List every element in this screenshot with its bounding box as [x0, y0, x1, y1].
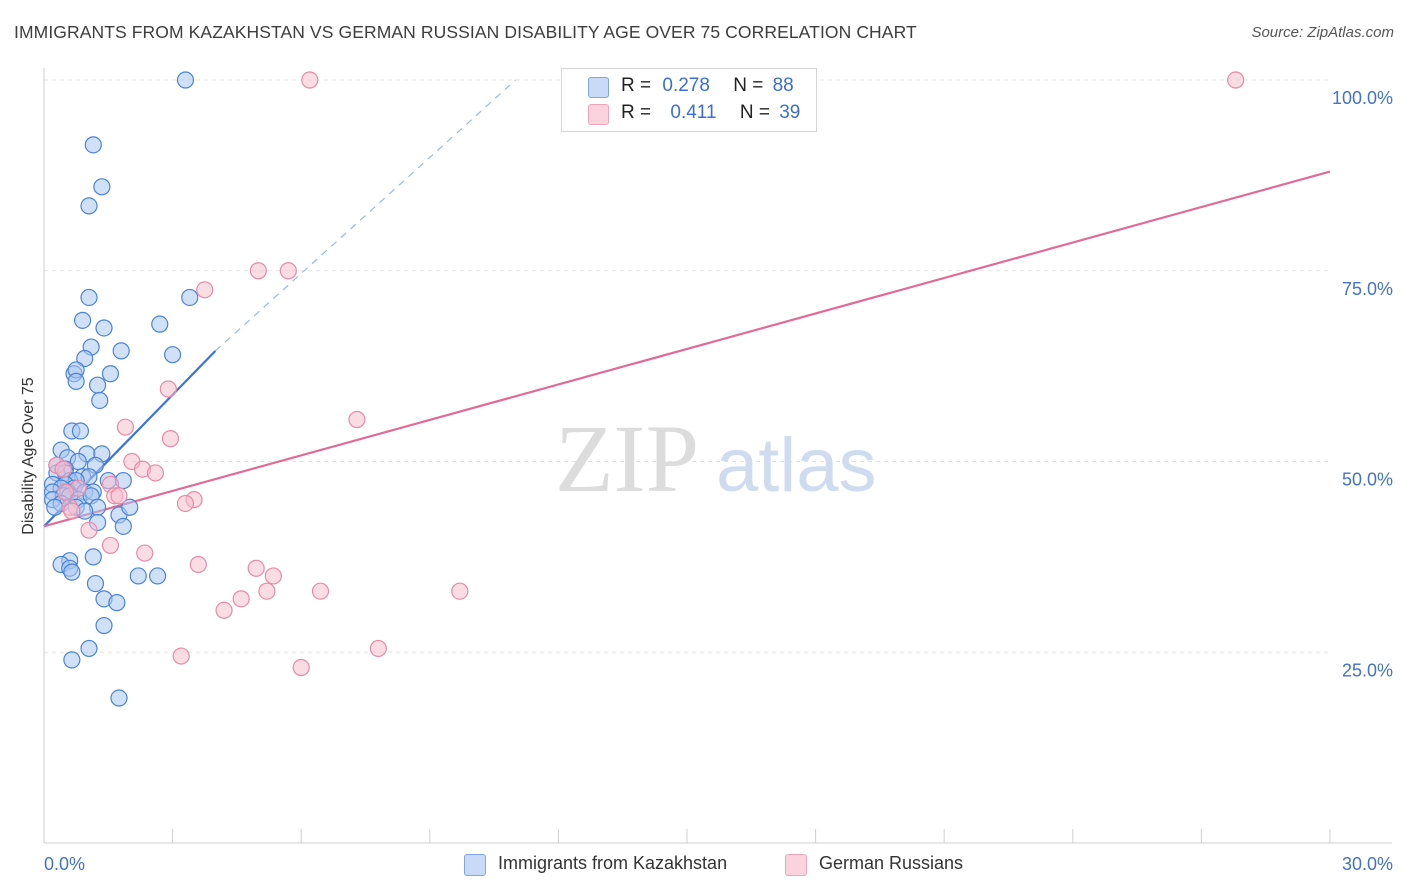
german-russian-point [189, 555, 207, 574]
german-russian-point [249, 262, 267, 280]
german-russian-point [159, 380, 177, 398]
kazakhstan-point [80, 197, 98, 215]
legend-r-value-1: 0.278 [662, 75, 710, 96]
german-russian-point [116, 418, 135, 436]
kazakhstan-point [63, 563, 81, 581]
german-russian-point [348, 410, 366, 429]
y-tick-label-75: 75.0% [1342, 279, 1393, 299]
german-russian-point [258, 582, 276, 600]
german-russian-point [451, 582, 469, 600]
kazakhstan-point [114, 517, 132, 535]
y-tick-label-100: 100.0% [1332, 88, 1393, 108]
german-russian-point [172, 647, 190, 665]
y-tick-label-50: 50.0% [1342, 470, 1393, 490]
kazakhstan-point [101, 365, 120, 383]
german-russian-point [56, 483, 75, 501]
german-russian-point [301, 71, 319, 89]
german-russian-point [311, 582, 330, 600]
kazakhstan-point [148, 567, 167, 585]
german-russian-point [264, 567, 282, 585]
german-russian-point [247, 559, 265, 577]
zipatlas-watermark: ZIP atlas [555, 405, 877, 512]
chart-title: IMMIGRANTS FROM KAZAKHSTAN VS GERMAN RUS… [14, 22, 917, 42]
german-russian-point [196, 281, 214, 299]
kazakhstan-point [84, 548, 102, 566]
kazakhstan-point [80, 639, 98, 658]
kazakhstan-point [181, 288, 199, 307]
kazakhstan-point [67, 372, 85, 390]
x-tick-label-min: 0.0% [44, 854, 85, 874]
watermark-atlas: atlas [716, 423, 877, 508]
legend-n-value-2: 39 [779, 102, 801, 123]
gridlines [44, 79, 1330, 653]
german-russian-point [369, 639, 387, 658]
source-credit: Source: ZipAtlas.com [1251, 24, 1394, 41]
german-russian-point [54, 460, 72, 478]
kazakhstan-point [108, 594, 126, 612]
kazakhstan-point [110, 689, 128, 707]
kazakhstan-point [46, 498, 64, 516]
kazakhstan-point [88, 376, 107, 394]
trend-line-german-russian [43, 170, 1331, 528]
legend-r-value-2: 0.411 [670, 102, 717, 123]
legend-n-label: N = [733, 75, 764, 96]
kazakhstan-point [86, 574, 105, 593]
german-russian-point [176, 494, 195, 513]
german-russian-point [136, 544, 154, 562]
legend-n-value-1: 88 [772, 75, 794, 96]
x-tick-label-max: 30.0% [1342, 854, 1393, 874]
y-axis-label: Disability Age Over 75 [20, 377, 37, 535]
german-russian-point [63, 502, 81, 520]
kazakhstan-point [73, 311, 92, 329]
y-tick-label-25: 25.0% [1342, 660, 1393, 680]
series-german-russian-points [48, 71, 1245, 677]
correlation-legend: R = 0.278 N = 88 R = 0.411 N = 39 [561, 68, 817, 132]
tick-labels: 25.0% 50.0% 75.0% 100.0% 0.0% 30.0% [44, 88, 1393, 874]
kazakhstan-point [164, 346, 182, 364]
kazakhstan-point [93, 178, 111, 196]
german-russian-point [161, 430, 180, 448]
kazakhstan-point [80, 288, 98, 307]
kazakhstan-point [129, 567, 147, 585]
kazakhstan-point [95, 616, 113, 635]
german-russian-point [279, 262, 297, 280]
kazakhstan-point [151, 315, 169, 333]
legend-r-label: R = [621, 102, 652, 123]
legend-label-kazakhstan: Immigrants from Kazakhstan [498, 853, 728, 873]
kazakhstan-point [176, 71, 195, 89]
german-russian-point [232, 590, 250, 608]
kazakhstan-point [76, 349, 94, 368]
kazakhstan-point [95, 319, 113, 337]
german-russian-point [292, 658, 310, 677]
series-legend: Immigrants from Kazakhstan German Russia… [0, 852, 1406, 878]
legend-swatch-pink [588, 104, 609, 125]
german-russian-point [215, 601, 233, 619]
legend-swatch-blue [588, 77, 609, 98]
kazakhstan-point [112, 342, 130, 360]
german-russian-point [101, 536, 120, 555]
legend-swatch-pink [785, 854, 807, 876]
trend-line-kazakhstan-extension [215, 79, 516, 352]
german-russian-point [110, 487, 128, 505]
german-russian-point [80, 521, 98, 539]
german-russian-point [1227, 71, 1245, 89]
kazakhstan-point [84, 136, 102, 154]
german-russian-point [146, 464, 165, 482]
legend-n-label: N = [739, 102, 770, 123]
axes [43, 68, 1392, 844]
legend-r-label: R = [621, 75, 652, 96]
kazakhstan-point [121, 498, 139, 516]
legend-swatch-blue [464, 854, 486, 876]
watermark-zip: ZIP [555, 405, 699, 512]
legend-label-german-russian: German Russians [819, 853, 964, 873]
kazakhstan-point [71, 422, 90, 440]
kazakhstan-point [91, 391, 109, 410]
kazakhstan-point [63, 651, 81, 669]
